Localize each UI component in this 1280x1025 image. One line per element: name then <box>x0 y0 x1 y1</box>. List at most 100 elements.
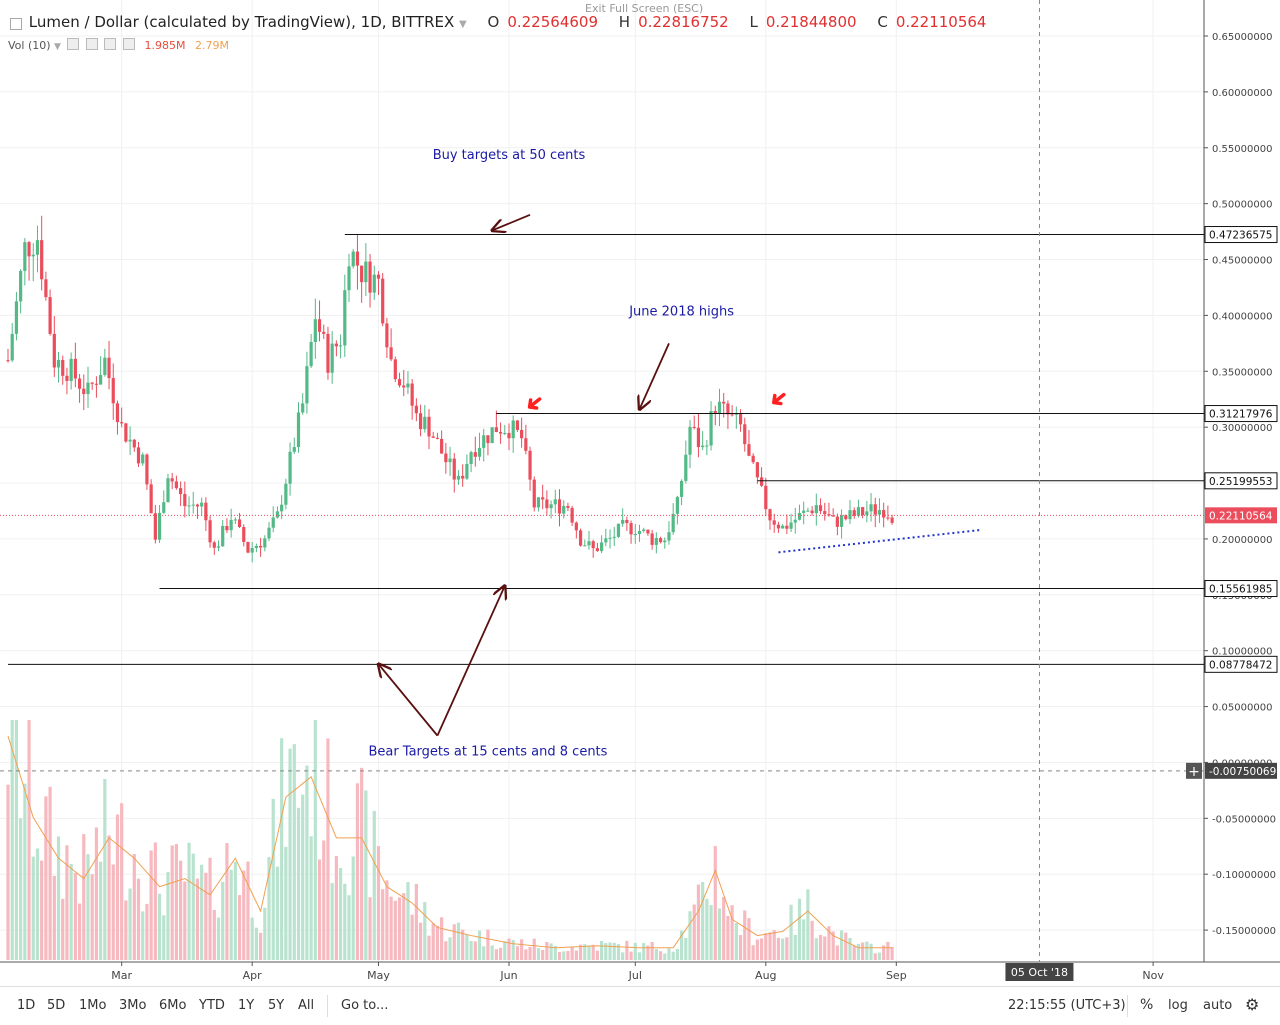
price-level-label: 0.31217976 <box>1209 409 1273 421</box>
candle-body <box>890 517 894 523</box>
timeframe-1y[interactable]: 1Y <box>238 998 255 1013</box>
volume-bar <box>637 952 642 960</box>
candle-body <box>835 516 839 527</box>
timeframe-1mo[interactable]: 1Mo <box>79 998 107 1013</box>
volume-bar <box>717 908 722 960</box>
candle-body <box>86 382 90 395</box>
volume-bar <box>389 896 393 960</box>
annotation-text: Bear Targets at 15 cents and 8 cents <box>368 745 607 760</box>
candle-body <box>431 436 435 438</box>
volume-bar <box>827 926 831 960</box>
candle-body <box>562 505 566 514</box>
volume-bar <box>452 924 456 960</box>
candle-body <box>498 431 503 434</box>
gear-icon[interactable]: ⚙ <box>1245 995 1260 1014</box>
candle-body <box>229 519 233 531</box>
candle-body <box>44 279 48 298</box>
candle-body <box>61 360 65 376</box>
y-tick-label: -0.05000000 <box>1212 814 1276 825</box>
more-icon[interactable] <box>122 38 135 50</box>
candle-body <box>317 319 322 332</box>
timeframe-ytd[interactable]: YTD <box>199 998 225 1013</box>
volume-bar <box>179 860 183 960</box>
candle-body <box>77 378 82 389</box>
volume-bar <box>776 937 781 960</box>
candle-body <box>549 504 553 509</box>
candle-body <box>532 479 536 508</box>
volume-bar <box>751 945 755 960</box>
timeframe-6mo[interactable]: 6Mo <box>159 998 187 1013</box>
candle-body <box>671 513 675 533</box>
volume-bar <box>583 944 587 960</box>
volume-bar <box>115 814 120 960</box>
volume-bar <box>873 953 877 960</box>
timeframe-5y[interactable]: 5Y <box>268 998 285 1013</box>
candle-body <box>692 426 696 428</box>
x-tick-label: Sep <box>886 969 907 982</box>
volume-bar <box>570 946 574 960</box>
candle-body <box>280 504 284 512</box>
volume-bar <box>99 861 103 960</box>
candle-body <box>334 343 338 347</box>
add-icon[interactable] <box>104 38 117 50</box>
candle-body <box>427 416 431 437</box>
volume-bar <box>191 853 195 960</box>
annotation-arrow <box>378 664 439 737</box>
candle-body <box>785 525 789 529</box>
volume-bar <box>435 925 440 960</box>
candle-body <box>675 496 679 514</box>
timeframe-all[interactable]: All <box>298 998 315 1013</box>
chevron-down-icon[interactable]: ▼ <box>54 42 61 52</box>
auto-scale-toggle[interactable]: auto <box>1203 998 1233 1013</box>
volume-bar <box>814 938 818 960</box>
volume-bar <box>52 875 56 960</box>
volume-bar <box>658 951 663 960</box>
candle-body <box>216 546 221 548</box>
candle-body <box>200 502 204 507</box>
candle-body <box>764 485 768 510</box>
candle-body <box>722 401 726 404</box>
price-chart[interactable]: 0.65000000 0.60000000 0.55000000 0.50000000… <box>0 0 1280 986</box>
timeframe-3mo[interactable]: 3Mo <box>119 998 147 1013</box>
volume-bar <box>680 930 684 960</box>
volume-bar <box>595 950 599 960</box>
candle-body <box>616 523 621 537</box>
candle-body <box>309 341 313 367</box>
y-tick-label: 0.60000000 <box>1212 88 1272 99</box>
visibility-icon[interactable] <box>67 38 80 50</box>
volume-bar <box>743 910 747 960</box>
volume-bar <box>326 738 330 960</box>
volume-bar <box>271 798 275 960</box>
candle-body <box>31 254 35 257</box>
volume-ma-value: 2.79M <box>194 39 229 52</box>
timeframe-5d[interactable]: 5D <box>47 998 66 1013</box>
candle-body <box>250 547 254 553</box>
goto-button[interactable]: Go to... <box>341 998 389 1013</box>
volume-bar <box>444 941 448 960</box>
volume-bar <box>385 880 389 960</box>
volume-bar <box>204 872 208 960</box>
candle-body <box>511 420 515 439</box>
volume-bar <box>292 744 296 960</box>
log-scale-toggle[interactable]: log <box>1168 998 1188 1013</box>
candle-body <box>435 437 440 439</box>
candle-body <box>684 454 688 481</box>
candle-body <box>385 323 389 348</box>
percent-scale-toggle[interactable]: % <box>1140 997 1154 1013</box>
volume-bar <box>600 940 604 960</box>
candle-body <box>574 522 578 531</box>
settings-icon[interactable] <box>85 38 98 50</box>
crosshair-date-tag <box>1005 963 1074 981</box>
volume-bar <box>351 856 355 960</box>
exit-fullscreen-hint[interactable]: Exit Full Screen (ESC) <box>585 2 704 15</box>
chevron-down-icon[interactable]: ▼ <box>459 19 467 30</box>
collapse-icon[interactable] <box>10 18 22 30</box>
candle-body <box>578 530 583 546</box>
timeframe-1d[interactable]: 1D <box>17 998 36 1013</box>
volume-bar <box>368 897 372 960</box>
candle-body <box>452 458 456 480</box>
candle-body <box>873 504 877 515</box>
y-tick-label: 0.65000000 <box>1212 32 1272 43</box>
candle-body <box>338 345 343 347</box>
